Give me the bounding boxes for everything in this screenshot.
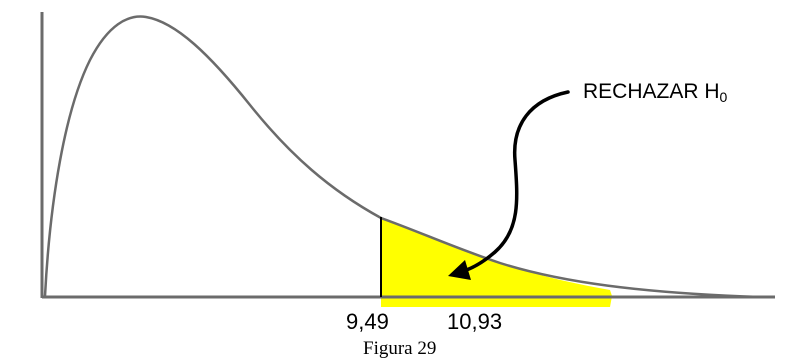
density-curve [43, 15, 762, 299]
figure-caption: Figura 29 [363, 338, 436, 359]
annotation-arrow [458, 90, 570, 274]
tick-label-critical: 9,49 [346, 309, 389, 334]
reject-h0-label: RECHAZAR H0 [583, 80, 728, 105]
arrowhead-icon [448, 260, 471, 280]
tick-label-statistic: 10,93 [447, 309, 502, 334]
